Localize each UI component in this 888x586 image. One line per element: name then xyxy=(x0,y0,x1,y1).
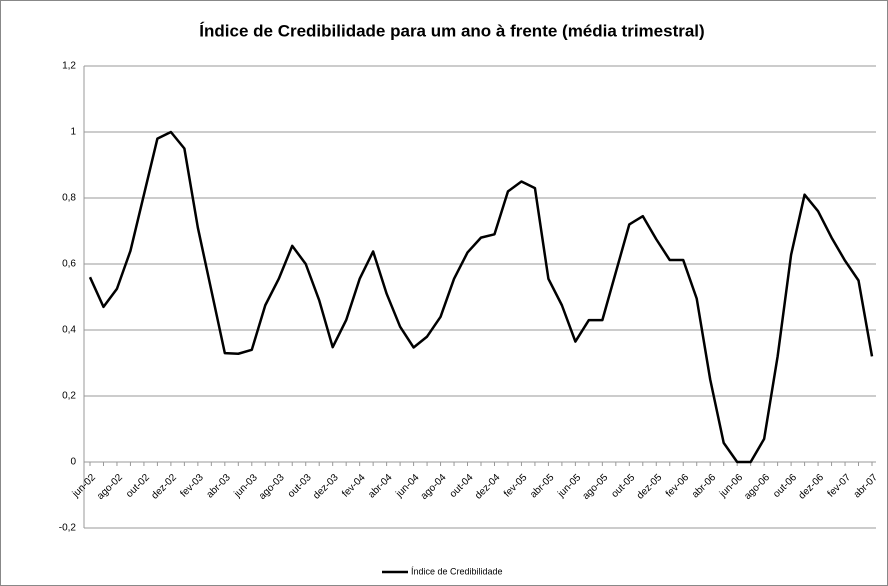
chart-title: Índice de Credibilidade para um ano à fr… xyxy=(199,21,704,40)
line-series xyxy=(88,130,874,464)
y-tick-label: 0,8 xyxy=(62,193,76,204)
legend-label: Índice de Credibilidade xyxy=(411,566,503,576)
y-tick-label: -0,2 xyxy=(59,523,77,534)
y-tick-label: 0,6 xyxy=(62,259,76,270)
y-tick-label: 0,4 xyxy=(62,325,76,336)
y-tick-label: 1,2 xyxy=(62,61,76,72)
y-tick-label: 1 xyxy=(70,127,76,138)
y-tick-label: 0,2 xyxy=(62,391,76,402)
y-tick-label: 0 xyxy=(70,457,76,468)
